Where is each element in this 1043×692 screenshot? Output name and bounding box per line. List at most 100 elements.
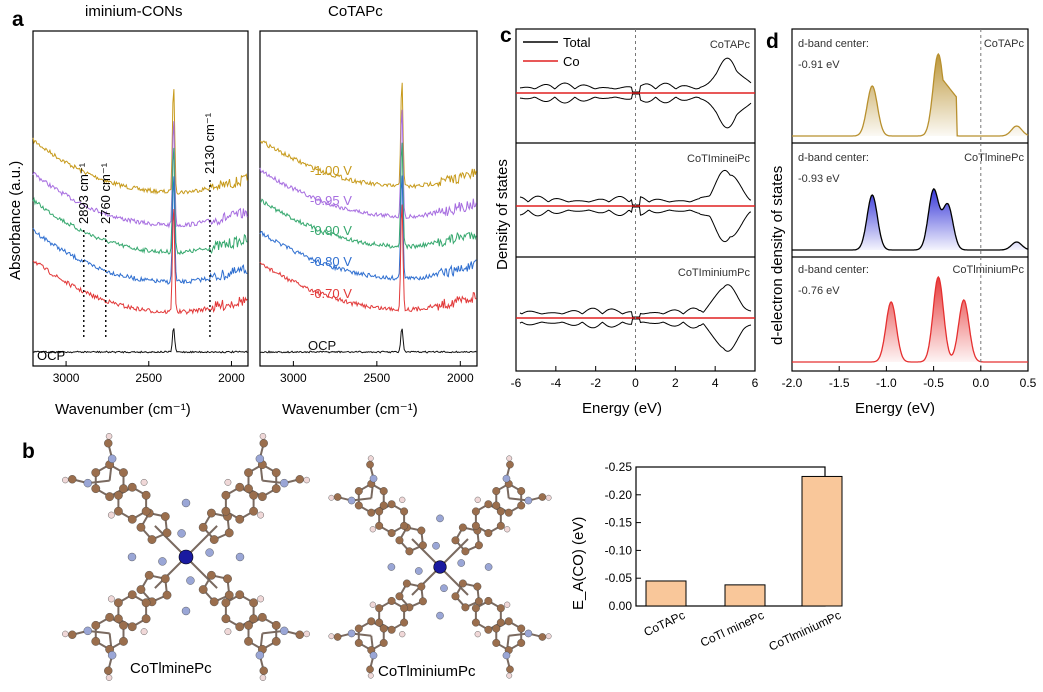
atom: [235, 514, 245, 524]
atom: [417, 526, 426, 535]
atom: [224, 590, 234, 600]
atom: [436, 611, 444, 620]
atom: [181, 606, 191, 616]
ir-curve-gold: [259, 82, 477, 190]
ir-curve-green: [32, 147, 248, 256]
atom: [119, 468, 128, 478]
atom: [105, 433, 113, 440]
atom-group: [328, 455, 552, 679]
atom: [140, 478, 148, 486]
atom: [144, 570, 154, 580]
atom: [387, 529, 396, 538]
atom: [257, 595, 265, 603]
dband-center-label: d-band center:: [798, 38, 869, 50]
dband-center-value: -0.91 eV: [798, 59, 840, 71]
atom: [328, 494, 335, 501]
atom: [517, 638, 526, 647]
ir-cotapc-chart: CoTAPc -1.00 V -0.95 V -0.90 V -0.80 V -0.70…: [259, 3, 478, 418]
atom: [367, 617, 376, 626]
atom: [369, 651, 378, 660]
dos-subpanel-label: CoTImineiPc: [687, 153, 750, 165]
atom: [471, 507, 480, 516]
atom: [369, 474, 378, 483]
atom: [504, 508, 513, 517]
atom: [369, 601, 376, 608]
atom: [141, 598, 151, 608]
atom: [271, 636, 281, 646]
atom: [347, 629, 356, 638]
atom: [492, 638, 501, 647]
dos-chart: -6 -4 -2 0 2 4 6 Total Co CoTAPc CoTImineiPc CoTI…: [494, 28, 759, 417]
dband-xlabel: Energy (eV): [855, 400, 935, 417]
dband-fill: [792, 188, 1028, 250]
ir-iminium-ocp-label: OCP: [37, 348, 65, 363]
bond: [185, 525, 218, 558]
atom: [354, 501, 363, 510]
ir-curve-gold: [32, 89, 248, 195]
atom: [333, 493, 342, 501]
dos-subpanel-label: CoTAPc: [710, 39, 751, 51]
atom: [295, 630, 304, 639]
atom: [395, 536, 404, 545]
dos-xlabel: Energy (eV): [582, 400, 662, 417]
voltage-label: -0.80 V: [310, 254, 352, 269]
dband-fill: [792, 277, 1028, 362]
ir-curve-black: [259, 328, 477, 354]
voltage-label: -1.00 V: [310, 163, 352, 178]
atom: [474, 541, 483, 550]
atom: [502, 474, 511, 483]
atom: [432, 541, 440, 550]
atom: [506, 460, 514, 469]
atom: [379, 501, 388, 510]
atom: [375, 521, 384, 530]
atom: [235, 622, 245, 632]
ir-cotapc-title: CoTAPc: [328, 3, 383, 20]
atom: [347, 496, 356, 505]
x-tick-label: -6: [511, 376, 522, 390]
atom: [303, 476, 310, 484]
atom: [280, 478, 289, 488]
atom: [257, 612, 267, 622]
atom: [271, 484, 281, 494]
atom: [244, 484, 253, 494]
atom: [354, 624, 363, 633]
atom: [328, 633, 335, 640]
annotation-label: 2760 cm⁻¹: [98, 162, 113, 224]
x-tick-label: -0.5: [923, 376, 944, 390]
atom: [221, 490, 231, 500]
atom: [224, 528, 234, 538]
atom: [471, 521, 480, 530]
dband-curve: [792, 52, 1029, 137]
atom: [259, 439, 268, 448]
ir-cotapc-xlabel: Wavenumber (cm⁻¹): [282, 401, 418, 418]
atom: [405, 547, 414, 556]
atom: [62, 476, 69, 484]
atom: [244, 620, 253, 630]
dband-subpanel-name: CoTlminePc: [964, 152, 1024, 164]
atom: [255, 454, 265, 463]
atom: [119, 484, 128, 494]
atom: [119, 620, 128, 630]
dos-total-down: [519, 206, 752, 243]
bond: [185, 556, 218, 589]
atom: [366, 460, 374, 469]
atom: [259, 674, 267, 681]
atom: [147, 535, 157, 544]
atom: [249, 506, 258, 516]
atom: [474, 631, 481, 638]
panel-label-b: b: [22, 440, 35, 463]
atom: [255, 651, 265, 660]
dband-center-label: d-band center:: [798, 264, 869, 276]
atom: [418, 541, 427, 550]
atom: [496, 521, 505, 530]
atom: [91, 484, 101, 494]
dos-subpanel-label: CoTIminiumPc: [678, 267, 751, 279]
atom: [402, 579, 411, 588]
atom: [418, 597, 427, 606]
dos-total-down: [519, 93, 752, 129]
atom: [249, 490, 258, 500]
atom: [244, 636, 253, 646]
atom: [207, 508, 216, 518]
atom: [517, 624, 526, 633]
